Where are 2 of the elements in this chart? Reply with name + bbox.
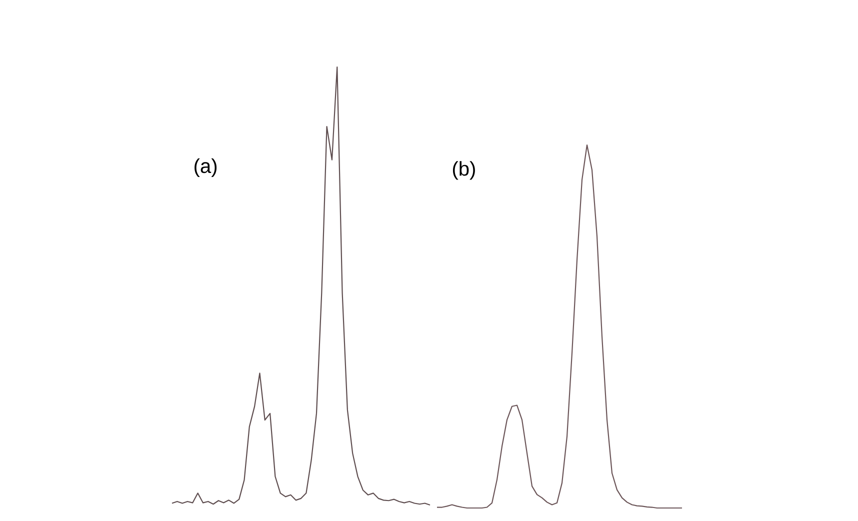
text: (a)	[194, 158, 217, 178]
text: (b)	[452, 161, 475, 180]
